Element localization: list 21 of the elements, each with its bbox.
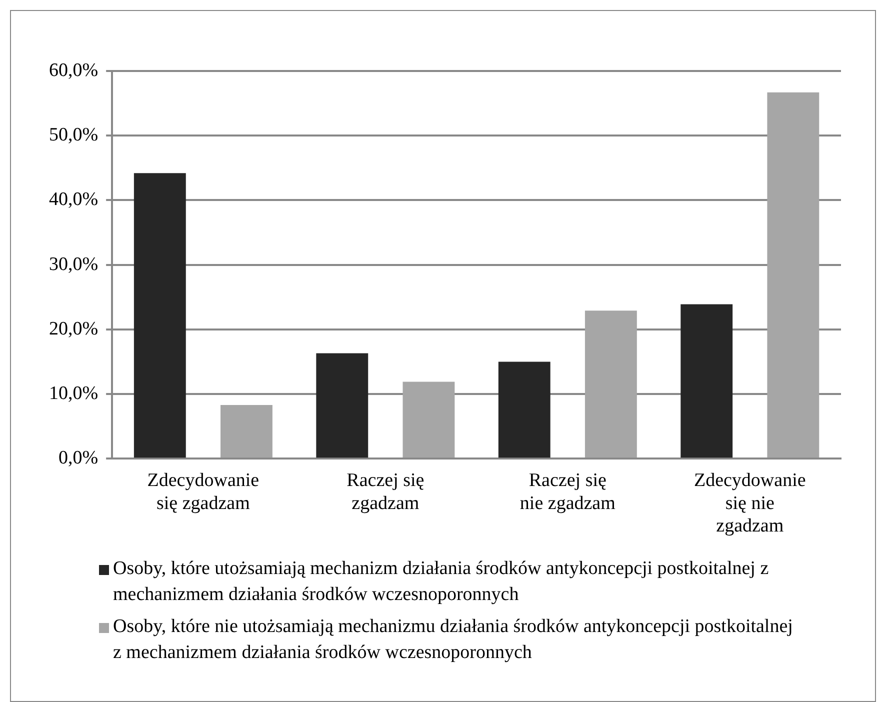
bar [134,173,186,458]
y-tick-label: 0,0% [58,448,98,469]
y-tick-label: 30,0% [49,254,98,275]
bar [498,362,550,458]
x-tick-label: Raczej się nie zgadzam [520,470,616,514]
bar [584,310,637,458]
bar [680,304,733,458]
y-tick-label: 60,0% [49,60,98,81]
y-tick-label: 20,0% [49,318,98,340]
legend-label: Osoby, które nie utożsamiają mechanizmu działania środków antykoncepcji postkoitalnej z mechanizmem działania środków wczesnoporonnych [112,615,794,665]
x-tick-label: Zdecydowanie się zgadzam [147,470,260,514]
x-tick-label: Raczej się zgadzam [346,470,424,514]
legend-label: Osoby, które utożsamiają mechanizm działania środków antykoncepcji postkoitalnej z mechanizmem działania środków wczesnoporonnych [112,557,770,607]
y-tick-label: 40,0% [49,189,98,210]
y-tick-label: 10,0% [49,382,98,404]
x-tick-label: Zdecydowanie się nie zgadzam [694,470,806,537]
y-tick-label: 50,0% [49,124,98,146]
bar [767,92,820,458]
bar [220,404,272,458]
bar [316,353,368,458]
bar [402,382,455,458]
